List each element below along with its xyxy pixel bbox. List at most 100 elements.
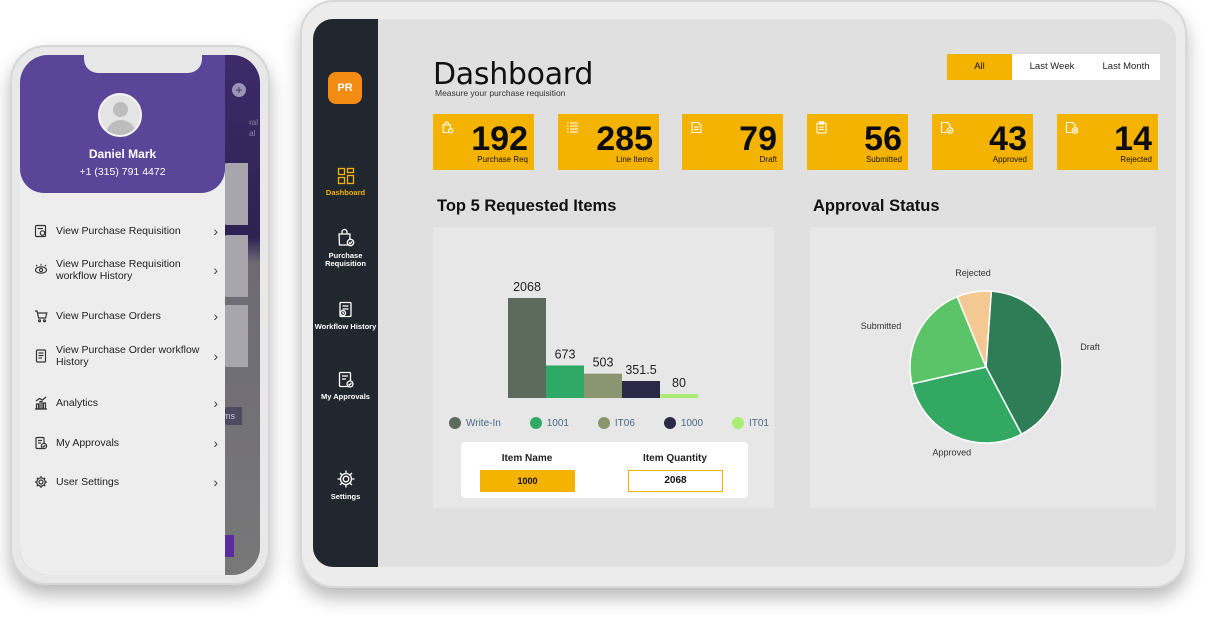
legend-item[interactable]: Write-In <box>449 417 501 429</box>
nav-item-dashboard[interactable]: Dashboard <box>313 167 378 197</box>
legend-item[interactable]: IT01 <box>731 417 769 429</box>
legend-item[interactable]: 1001 <box>529 417 569 429</box>
pie-label: Submitted <box>861 321 902 331</box>
stat-card-draft[interactable]: 79 Draft <box>682 114 783 170</box>
pie-slice-draft[interactable] <box>985 290 1063 436</box>
menu-item-label: View Purchase Requisition workflow Histo… <box>56 258 181 282</box>
pie-slice-submitted[interactable] <box>909 295 988 385</box>
stat-label: Draft <box>759 155 777 164</box>
drawer-header: Daniel Mark +1 (315) 791 4472 <box>20 55 225 193</box>
chevron-right-icon: › <box>213 308 218 324</box>
sidebar: PR Dashboard Purchase Requisition Workfl… <box>313 19 378 567</box>
user-phone: +1 (315) 791 4472 <box>79 166 166 178</box>
stat-value: 79 <box>739 120 777 158</box>
nav-item-label: Dashboard <box>325 188 366 197</box>
filter-tab-all[interactable]: All <box>947 54 1012 80</box>
bar-1000[interactable] <box>622 381 660 398</box>
legend-label: Write-In <box>466 417 501 429</box>
stat-card-line-items[interactable]: 285 Line Items <box>558 114 659 170</box>
chevron-right-icon: › <box>213 223 218 239</box>
legend-item[interactable]: IT06 <box>597 417 635 429</box>
filter-tab-last-week[interactable]: Last Week <box>1029 61 1075 72</box>
nav-item-label: Purchase Requisition <box>325 251 366 268</box>
bar-legend: Write-In 1001 IT06 1000 IT01 <box>449 417 769 429</box>
dashboard-main: Dashboard Measure your purchase requisit… <box>378 19 1176 567</box>
menu-item-view-po-workflow-history[interactable]: View Purchase Order workflow History › <box>32 344 218 368</box>
item-quantity-value: 2068 <box>628 470 723 492</box>
background-pill: ms <box>220 407 242 425</box>
bar-IT06[interactable] <box>584 373 622 398</box>
menu-item-view-pr-workflow-history[interactable]: View Purchase Requisition workflow Histo… <box>32 258 218 282</box>
page-title: Dashboard <box>433 57 594 92</box>
selected-item-detail: Item Name Item Quantity 1000 2068 <box>461 442 748 498</box>
legend-swatch <box>731 417 744 429</box>
analytics-icon <box>32 394 50 412</box>
nav-item-settings[interactable]: Settings <box>313 469 378 501</box>
phone-device: + ral al ms Daniel Mark +1 (315) 791 44 <box>10 45 270 585</box>
item-name-header: Item Name <box>501 453 553 464</box>
legend-item[interactable]: 1000 <box>663 417 703 429</box>
bar-1001[interactable] <box>546 365 584 398</box>
approvals-icon <box>32 434 50 452</box>
phone-screen: + ral al ms Daniel Mark +1 (315) 791 44 <box>20 55 260 575</box>
stat-label: Line Items <box>616 155 653 164</box>
eye-document-icon <box>32 222 50 240</box>
draft-icon <box>691 121 702 134</box>
stat-card-purchase-req[interactable]: 192 Purchase Req <box>433 114 534 170</box>
chevron-right-icon: › <box>213 474 218 490</box>
menu-item-label: View Purchase Orders <box>56 310 161 322</box>
phone-background-app: + ral al ms <box>220 55 260 575</box>
menu-item-view-purchase-orders[interactable]: View Purchase Orders › <box>32 307 218 325</box>
bar-IT01[interactable] <box>660 394 698 398</box>
legend-swatch <box>663 417 676 429</box>
legend-label: IT01 <box>748 417 769 429</box>
menu-item-view-purchase-requisition[interactable]: View Purchase Requisition › <box>32 222 218 240</box>
stat-value: 56 <box>864 120 902 158</box>
page-subtitle: Measure your purchase requisition <box>435 88 566 98</box>
menu-item-user-settings[interactable]: User Settings › <box>32 473 218 491</box>
workflow-eye-icon <box>32 261 50 279</box>
user-name: Daniel Mark <box>88 147 157 161</box>
background-button <box>222 535 234 557</box>
stat-card-rejected[interactable]: 14 Rejected <box>1057 114 1158 170</box>
bar-Write-In[interactable] <box>508 298 546 398</box>
pie-slice-approved[interactable] <box>911 366 1023 444</box>
pie-chart: Draft Approved Submitted Rejected <box>861 268 1101 458</box>
menu-item-analytics[interactable]: Analytics › <box>32 394 218 412</box>
tablet-screen: PR Dashboard Purchase Requisition Workfl… <box>313 19 1176 567</box>
stat-label: Rejected <box>1120 155 1152 164</box>
nav-item-workflow-history[interactable]: Workflow History <box>313 301 378 331</box>
filter-tab-last-month[interactable]: Last Month <box>1102 61 1150 72</box>
menu-item-my-approvals[interactable]: My Approvals › <box>32 434 218 452</box>
nav-item-my-approvals[interactable]: My Approvals <box>313 371 378 401</box>
approval-status-panel: Draft Approved Submitted Rejected <box>810 227 1156 508</box>
dashboard-grid-icon <box>337 167 354 185</box>
stat-card-approved[interactable]: 43 Approved <box>932 114 1033 170</box>
chevron-right-icon: › <box>213 395 218 411</box>
menu-item-label: View Purchase Requisition <box>56 225 181 237</box>
nav-item-purchase-requisition[interactable]: Purchase Requisition <box>313 228 378 268</box>
cart-icon <box>32 307 50 325</box>
bag-icon <box>442 121 454 134</box>
item-quantity-header: Item Quantity <box>643 453 707 464</box>
chevron-right-icon: › <box>213 435 218 451</box>
add-icon: + <box>232 83 246 97</box>
rejected-icon <box>1065 121 1079 134</box>
phone-notch <box>84 55 202 73</box>
stat-label: Purchase Req <box>477 155 528 164</box>
pie-slice-rejected[interactable] <box>956 290 993 368</box>
stat-value: 192 <box>471 120 528 158</box>
tablet-device: PR Dashboard Purchase Requisition Workfl… <box>300 0 1187 588</box>
legend-label: IT06 <box>614 417 635 429</box>
top-items-title: Top 5 Requested Items <box>437 197 617 215</box>
stat-label: Submitted <box>865 155 902 164</box>
legend-swatch <box>529 417 542 429</box>
bar-data-label: 673 <box>555 347 576 361</box>
pie-label: Draft <box>1080 342 1100 352</box>
approval-status-title: Approval Status <box>813 197 940 215</box>
clipboard-icon <box>816 121 827 134</box>
stat-value: 285 <box>596 120 653 158</box>
stat-card-submitted[interactable]: 56 Submitted <box>807 114 908 170</box>
bar-chart: 2068 673 503 351.5 80 <box>508 280 698 398</box>
date-filter-tabs: All Last Week Last Month <box>947 54 1160 80</box>
